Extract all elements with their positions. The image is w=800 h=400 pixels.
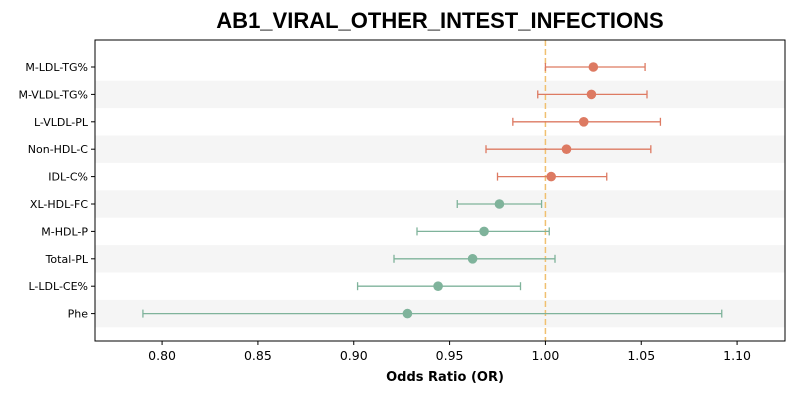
or-point	[546, 171, 556, 182]
row-band	[95, 190, 785, 218]
row-band	[95, 135, 785, 163]
forest-row	[456, 199, 543, 209]
x-tick-label: 1.00	[531, 348, 559, 363]
x-tick-label: 0.90	[340, 348, 368, 363]
or-point	[494, 199, 505, 209]
forest-row	[537, 89, 648, 100]
y-tick-label: Total-PL	[45, 253, 89, 266]
x-tick-label: 0.80	[148, 348, 176, 363]
forest-row	[544, 62, 646, 72]
x-tick-label: 0.95	[436, 348, 464, 363]
forest-row	[142, 308, 723, 319]
y-tick-label: M-VLDL-TG%	[18, 88, 88, 101]
or-point	[588, 62, 599, 72]
y-tick-label: IDL-C%	[48, 171, 88, 184]
or-point	[467, 253, 478, 264]
forest-row	[485, 144, 652, 154]
x-tick-label: 0.85	[244, 348, 272, 363]
or-point	[578, 117, 589, 127]
or-point	[433, 281, 443, 292]
y-tick-label: M-HDL-P	[41, 225, 88, 238]
row-band	[95, 80, 785, 109]
plot-frame	[94, 39, 786, 342]
y-tick-label: L-VLDL-PL	[34, 116, 89, 129]
forest-row	[393, 253, 556, 264]
or-point	[402, 308, 413, 319]
or-point	[561, 144, 572, 154]
y-tick-label: XL-HDL-FC	[30, 198, 88, 211]
y-tick-label: Phe	[68, 308, 89, 321]
forest-row	[512, 117, 662, 127]
x-tick-label: 1.10	[723, 348, 751, 363]
y-tick-label: L-LDL-CE%	[29, 280, 89, 293]
or-point	[586, 89, 597, 100]
x-tick-label: 1.05	[627, 348, 655, 363]
forest-row	[496, 171, 608, 182]
y-tick-label: Non-HDL-C	[28, 143, 89, 156]
chart-title: AB1_VIRAL_OTHER_INTEST_INFECTIONS	[216, 8, 664, 33]
forest-row	[356, 281, 522, 292]
x-axis-label: Odds Ratio (OR)	[386, 370, 504, 385]
y-tick-label: M-LDL-TG%	[25, 61, 88, 74]
forest-row	[416, 226, 550, 237]
or-point	[479, 226, 489, 237]
